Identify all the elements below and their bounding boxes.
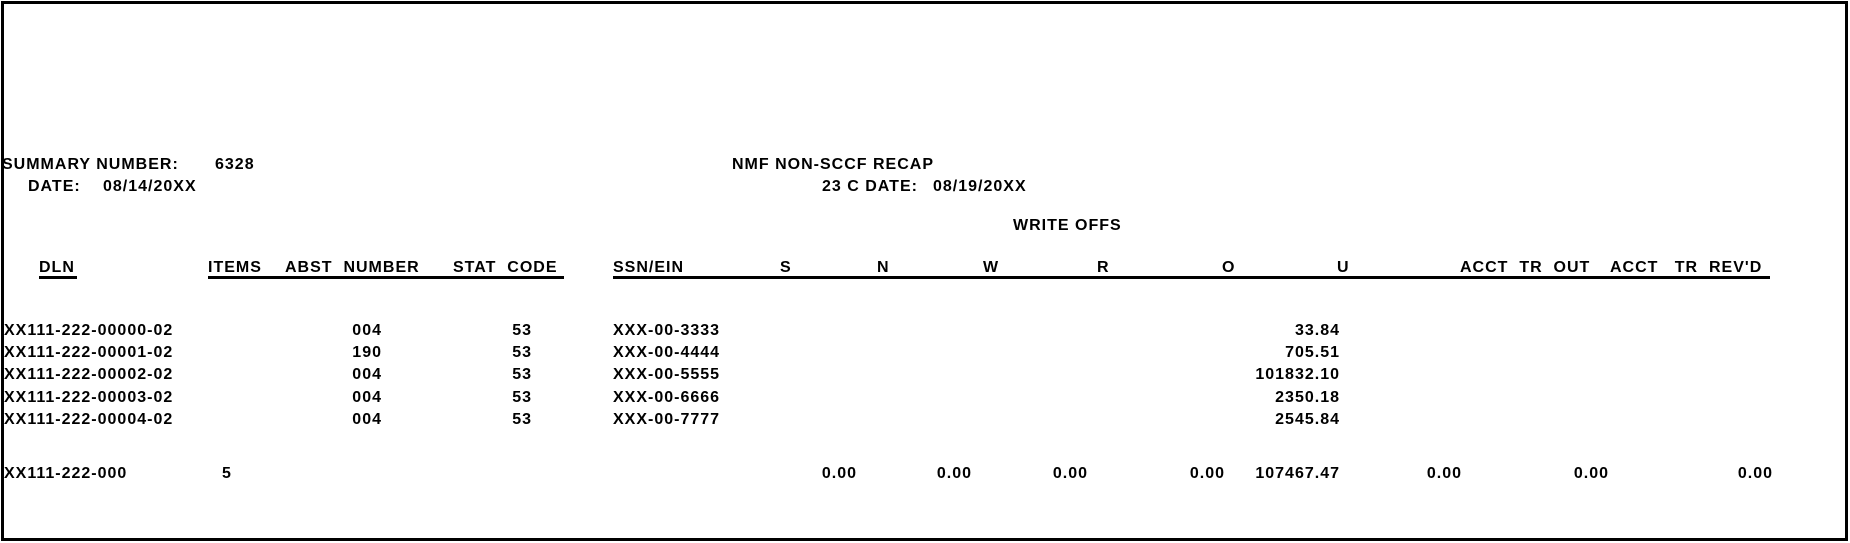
summary-number-value: 6328	[215, 156, 255, 173]
column-header-acct-tr-revd: ACCT TR REV'D	[1610, 259, 1763, 276]
total-n: 0.00	[936, 465, 972, 482]
cell-stat-code: 53	[512, 322, 532, 339]
cell-abst-number: 004	[352, 411, 382, 428]
column-header-w: W	[983, 259, 1000, 276]
cell-ssn-ein: XXX-00-5555	[613, 366, 721, 383]
cell-write-off-amount: 705.51	[1285, 344, 1340, 361]
cell-dln: XX111-222-00001-02	[4, 344, 174, 361]
total-dln-prefix: XX111-222-000	[4, 465, 128, 482]
column-header-stat-code: STAT CODE	[453, 259, 558, 276]
cell-abst-number: 190	[352, 344, 382, 361]
total-acct-tr-revd: 0.00	[1737, 465, 1773, 482]
cell-ssn-ein: XXX-00-3333	[613, 322, 721, 339]
date-23c-value: 08/19/20XX	[933, 178, 1027, 195]
cell-abst-number: 004	[352, 366, 382, 383]
total-acct-tr-out: 0.00	[1573, 465, 1609, 482]
table-row: XX111-222-00001-02 190 53 XXX-00-4444 70…	[0, 343, 1850, 363]
cell-abst-number: 004	[352, 389, 382, 406]
underline-dln	[39, 276, 77, 279]
cell-ssn-ein: XXX-00-7777	[613, 411, 721, 428]
total-write-offs: 107467.47	[1255, 465, 1340, 482]
cell-stat-code: 53	[512, 411, 532, 428]
summary-number-label: SUMMARY NUMBER:	[2, 156, 179, 173]
table-row: XX111-222-00002-02 004 53 XXX-00-5555 10…	[0, 365, 1850, 385]
totals-row: XX111-222-000 5 0.00 0.00 0.00 0.00 1074…	[0, 464, 1850, 484]
date-label: DATE:	[28, 178, 81, 195]
table-header-row: DLN ITEMS ABST NUMBER STAT CODE SSN/EIN …	[0, 258, 1850, 278]
cell-write-off-amount: 2350.18	[1275, 389, 1340, 406]
cell-stat-code: 53	[512, 344, 532, 361]
date-23c-label: 23 C DATE:	[822, 178, 918, 195]
write-offs-section-title: WRITE OFFS	[1013, 217, 1122, 234]
cell-dln: XX111-222-00003-02	[4, 389, 174, 406]
table-row: XX111-222-00004-02 004 53 XXX-00-7777 25…	[0, 410, 1850, 430]
column-header-n: N	[877, 259, 890, 276]
cell-write-off-amount: 33.84	[1294, 322, 1340, 339]
column-header-ssn-ein: SSN/EIN	[613, 259, 685, 276]
column-header-acct-tr-out: ACCT TR OUT	[1460, 259, 1591, 276]
table-row: XX111-222-00003-02 004 53 XXX-00-6666 23…	[0, 388, 1850, 408]
column-header-abst-number: ABST NUMBER	[285, 259, 420, 276]
column-header-o: O	[1222, 259, 1236, 276]
cell-write-off-amount: 2545.84	[1275, 411, 1340, 428]
cell-stat-code: 53	[512, 366, 532, 383]
total-s: 0.00	[821, 465, 857, 482]
table-row: XX111-222-00000-02 004 53 XXX-00-3333 33…	[0, 321, 1850, 341]
total-r: 0.00	[1189, 465, 1225, 482]
column-header-dln: DLN	[39, 259, 75, 276]
cell-ssn-ein: XXX-00-6666	[613, 389, 721, 406]
underline-ssn-revd	[613, 276, 1770, 279]
total-u: 0.00	[1426, 465, 1462, 482]
cell-abst-number: 004	[352, 322, 382, 339]
cell-stat-code: 53	[512, 389, 532, 406]
cell-dln: XX111-222-00004-02	[4, 411, 174, 428]
cell-dln: XX111-222-00002-02	[4, 366, 174, 383]
date-value: 08/14/20XX	[103, 178, 197, 195]
column-header-u: U	[1337, 259, 1350, 276]
cell-ssn-ein: XXX-00-4444	[613, 344, 721, 361]
total-items-count: 5	[222, 465, 232, 482]
underline-items-stat	[208, 276, 564, 279]
column-header-r: R	[1097, 259, 1110, 276]
cell-dln: XX111-222-00000-02	[4, 322, 174, 339]
column-header-items: ITEMS	[208, 259, 262, 276]
column-header-s: S	[780, 259, 792, 276]
cell-write-off-amount: 101832.10	[1255, 366, 1340, 383]
total-w: 0.00	[1052, 465, 1088, 482]
report-title: NMF NON-SCCF RECAP	[732, 156, 934, 173]
